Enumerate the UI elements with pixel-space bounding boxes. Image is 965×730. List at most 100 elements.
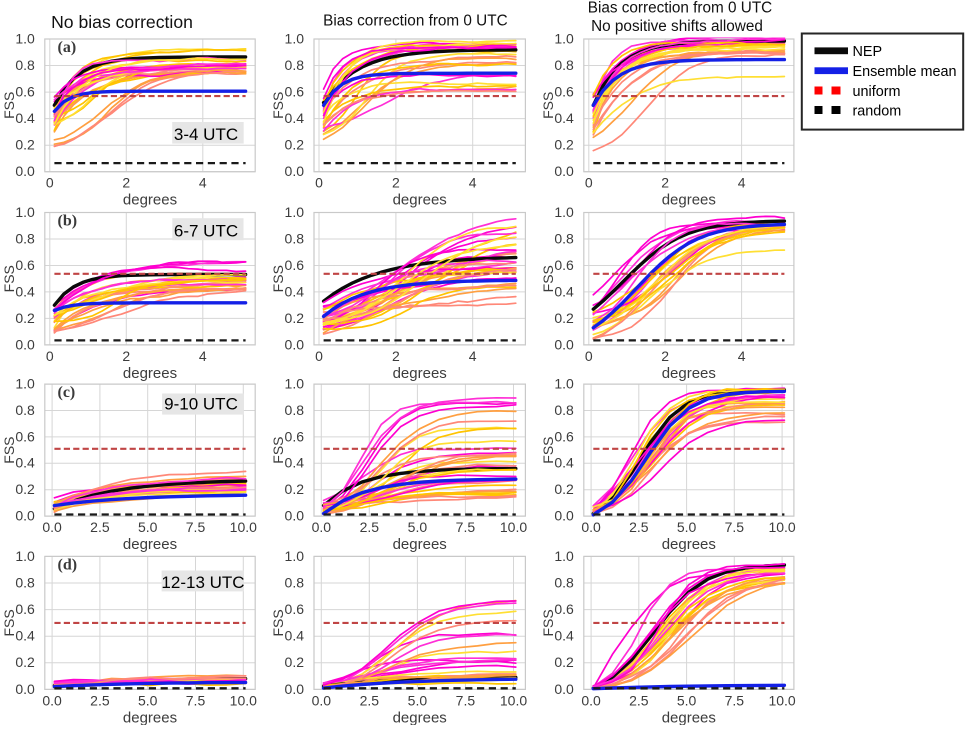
svg-text:5.0: 5.0 bbox=[677, 519, 697, 535]
svg-text:0: 0 bbox=[585, 175, 593, 191]
svg-text:FSS: FSS bbox=[270, 265, 286, 292]
svg-text:5.0: 5.0 bbox=[138, 692, 158, 708]
svg-text:0.6: 0.6 bbox=[554, 84, 574, 100]
svg-text:3-4 UTC: 3-4 UTC bbox=[174, 125, 238, 144]
svg-text:0.2: 0.2 bbox=[15, 654, 35, 670]
svg-text:0.2: 0.2 bbox=[285, 310, 305, 326]
svg-text:0.0: 0.0 bbox=[554, 163, 574, 179]
svg-text:4: 4 bbox=[199, 348, 207, 364]
svg-text:Bias correction from 0 UTC: Bias correction from 0 UTC bbox=[588, 0, 772, 16]
svg-text:0.8: 0.8 bbox=[15, 574, 35, 590]
svg-text:9-10 UTC: 9-10 UTC bbox=[164, 395, 238, 414]
svg-text:Ensemble mean: Ensemble mean bbox=[853, 64, 957, 80]
svg-text:1.0: 1.0 bbox=[285, 376, 305, 392]
svg-text:0.8: 0.8 bbox=[554, 57, 574, 73]
svg-text:1.0: 1.0 bbox=[285, 30, 305, 46]
svg-text:FSS: FSS bbox=[270, 92, 286, 119]
svg-text:No bias correction: No bias correction bbox=[51, 12, 193, 32]
svg-text:0.4: 0.4 bbox=[285, 628, 305, 644]
svg-text:0.0: 0.0 bbox=[15, 508, 35, 524]
svg-text:0.2: 0.2 bbox=[554, 310, 574, 326]
svg-text:6-7 UTC: 6-7 UTC bbox=[174, 222, 238, 241]
svg-text:0.6: 0.6 bbox=[285, 601, 305, 617]
svg-text:10.0: 10.0 bbox=[768, 519, 795, 535]
svg-text:FSS: FSS bbox=[1, 92, 17, 119]
svg-text:0.2: 0.2 bbox=[554, 654, 574, 670]
svg-text:0: 0 bbox=[315, 348, 323, 364]
svg-text:0.4: 0.4 bbox=[285, 283, 305, 299]
svg-text:1.0: 1.0 bbox=[15, 376, 35, 392]
svg-text:0.0: 0.0 bbox=[312, 519, 332, 535]
svg-text:FSS: FSS bbox=[540, 609, 556, 636]
svg-text:FSS: FSS bbox=[1, 609, 17, 636]
svg-text:FSS: FSS bbox=[1, 265, 17, 292]
svg-text:No positive shifts allowed: No positive shifts allowed bbox=[591, 18, 763, 35]
svg-text:0.4: 0.4 bbox=[554, 110, 574, 126]
svg-text:0.2: 0.2 bbox=[15, 137, 35, 153]
svg-text:0.6: 0.6 bbox=[285, 428, 305, 444]
svg-text:0.8: 0.8 bbox=[554, 230, 574, 246]
svg-text:2: 2 bbox=[122, 348, 130, 364]
svg-text:(a): (a) bbox=[58, 39, 77, 56]
svg-text:0.0: 0.0 bbox=[581, 519, 601, 535]
svg-text:0.0: 0.0 bbox=[554, 336, 574, 352]
svg-text:0.2: 0.2 bbox=[554, 481, 574, 497]
svg-text:0.0: 0.0 bbox=[554, 681, 574, 697]
svg-text:degrees: degrees bbox=[393, 709, 447, 725]
svg-text:0.6: 0.6 bbox=[15, 257, 35, 273]
svg-text:degrees: degrees bbox=[393, 536, 447, 553]
svg-text:2.5: 2.5 bbox=[360, 519, 380, 535]
svg-text:0.0: 0.0 bbox=[581, 692, 601, 708]
svg-text:0.0: 0.0 bbox=[554, 508, 574, 524]
svg-text:7.5: 7.5 bbox=[456, 692, 476, 708]
svg-text:0.2: 0.2 bbox=[285, 481, 305, 497]
svg-text:FSS: FSS bbox=[1, 436, 17, 463]
svg-text:0.0: 0.0 bbox=[15, 163, 35, 179]
svg-text:0.4: 0.4 bbox=[554, 455, 574, 471]
svg-text:Bias correction from 0 UTC: Bias correction from 0 UTC bbox=[323, 13, 507, 30]
svg-text:0.2: 0.2 bbox=[15, 481, 35, 497]
svg-text:0.2: 0.2 bbox=[15, 310, 35, 326]
svg-text:2.5: 2.5 bbox=[360, 692, 380, 708]
svg-text:4: 4 bbox=[738, 175, 746, 191]
svg-text:7.5: 7.5 bbox=[725, 692, 745, 708]
svg-text:0.8: 0.8 bbox=[285, 574, 305, 590]
svg-text:degrees: degrees bbox=[123, 709, 177, 725]
svg-text:0: 0 bbox=[315, 175, 323, 191]
svg-text:0.8: 0.8 bbox=[15, 402, 35, 418]
svg-text:0.0: 0.0 bbox=[15, 681, 35, 697]
svg-text:1.0: 1.0 bbox=[554, 548, 574, 564]
svg-text:0.8: 0.8 bbox=[285, 402, 305, 418]
svg-text:10.0: 10.0 bbox=[500, 519, 527, 535]
svg-text:12-13 UTC: 12-13 UTC bbox=[161, 573, 244, 592]
svg-text:4: 4 bbox=[738, 348, 746, 364]
svg-text:1.0: 1.0 bbox=[554, 30, 574, 46]
svg-text:uniform: uniform bbox=[853, 84, 901, 100]
svg-text:0.6: 0.6 bbox=[15, 84, 35, 100]
svg-text:1.0: 1.0 bbox=[15, 204, 35, 220]
svg-text:0: 0 bbox=[585, 348, 593, 364]
svg-text:0.6: 0.6 bbox=[285, 84, 305, 100]
svg-text:10.0: 10.0 bbox=[230, 692, 257, 708]
svg-text:0.0: 0.0 bbox=[312, 692, 332, 708]
svg-text:0.6: 0.6 bbox=[285, 257, 305, 273]
svg-text:NEP: NEP bbox=[853, 44, 883, 60]
svg-text:FSS: FSS bbox=[540, 436, 556, 463]
svg-text:4: 4 bbox=[469, 175, 477, 191]
svg-text:0.8: 0.8 bbox=[15, 57, 35, 73]
svg-text:2: 2 bbox=[661, 348, 669, 364]
svg-text:degrees: degrees bbox=[662, 365, 716, 382]
svg-text:degrees: degrees bbox=[662, 709, 716, 725]
svg-text:0.0: 0.0 bbox=[285, 681, 305, 697]
svg-text:0.0: 0.0 bbox=[285, 336, 305, 352]
svg-text:1.0: 1.0 bbox=[285, 204, 305, 220]
svg-text:1.0: 1.0 bbox=[15, 30, 35, 46]
svg-text:10.0: 10.0 bbox=[768, 692, 795, 708]
svg-text:1.0: 1.0 bbox=[285, 548, 305, 564]
svg-text:0.4: 0.4 bbox=[554, 628, 574, 644]
svg-text:0.4: 0.4 bbox=[285, 110, 305, 126]
svg-text:degrees: degrees bbox=[662, 192, 716, 209]
svg-text:7.5: 7.5 bbox=[186, 519, 206, 535]
svg-text:degrees: degrees bbox=[123, 536, 177, 553]
svg-text:2: 2 bbox=[392, 348, 400, 364]
